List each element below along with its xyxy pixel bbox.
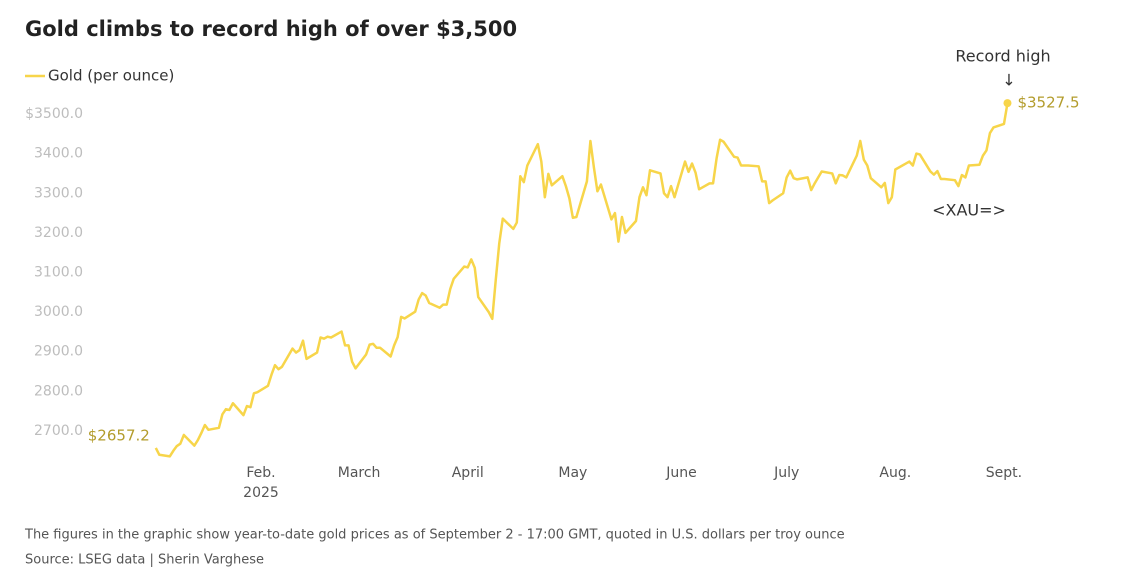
y-tick-label: 3200.0 [34,225,83,241]
annotation: <XAU=> [932,201,1006,220]
x-tick-label: March [338,465,381,481]
x-tick-label: June [665,465,697,481]
source: Source: LSEG data | Sherin Varghese [25,553,264,568]
price-line [154,102,1009,458]
x-tick-label: Feb. [246,465,275,481]
chart-title: Gold climbs to record high of over $3,50… [25,17,517,41]
x-tick-label: July [773,465,799,481]
y-tick-label: $3500.0 [25,106,83,122]
y-tick-label: 3100.0 [34,264,83,280]
value-label: $2657.2 [88,426,150,444]
annotation-arrow: ↓ [1002,71,1015,90]
footnote: The figures in the graphic show year-to-… [24,528,845,543]
value-label: $3527.5 [1017,94,1079,112]
x-tick-label: Sept. [986,465,1022,481]
y-tick-label: 3300.0 [34,185,83,201]
legend-label: Gold (per ounce) [48,67,174,85]
x-tick-label: Aug. [879,465,911,481]
y-tick-label: 2700.0 [34,423,83,439]
x-axis-year: 2025 [243,485,279,501]
y-tick-label: 2800.0 [34,383,83,399]
record-point [1003,99,1012,108]
x-tick-label: April [452,465,484,481]
annotation: Record high [955,47,1050,66]
y-tick-label: 3000.0 [34,304,83,320]
y-tick-label: 2900.0 [34,344,83,360]
x-tick-label: May [558,465,587,481]
y-tick-label: 3400.0 [34,146,83,162]
